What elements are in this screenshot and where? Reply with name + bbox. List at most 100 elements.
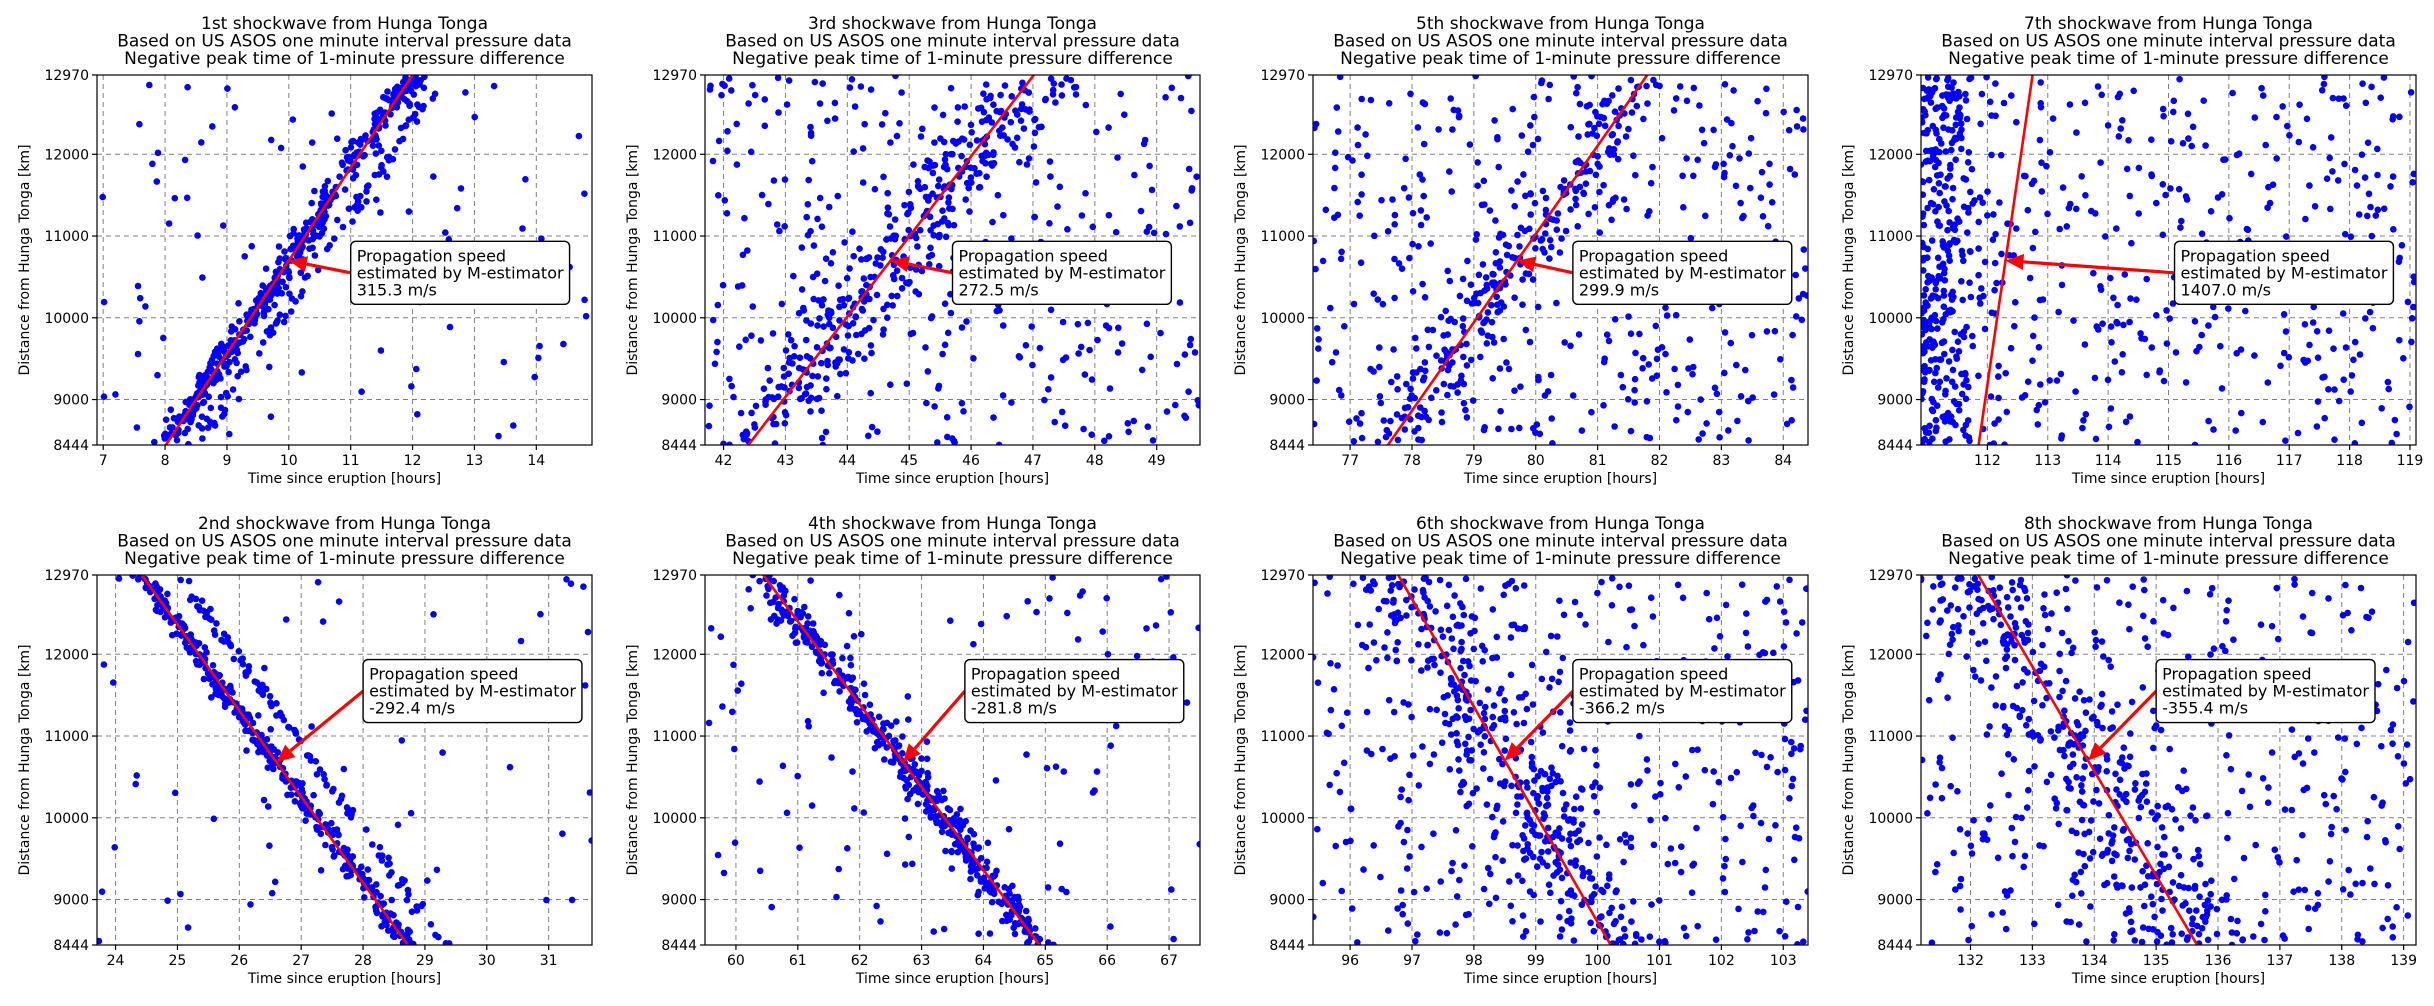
data-point	[2037, 79, 2044, 86]
data-point	[1766, 160, 1773, 168]
data-point	[1064, 609, 1071, 617]
data-point	[299, 288, 306, 295]
data-point	[1723, 116, 1731, 123]
data-point	[850, 633, 858, 640]
annotation-text: Propagation speed	[971, 665, 1120, 684]
data-point	[2310, 303, 2317, 311]
data-point	[363, 198, 370, 205]
data-point	[874, 254, 881, 261]
data-point	[879, 254, 886, 261]
data-point	[1950, 136, 1958, 144]
data-point	[1367, 96, 1375, 104]
data-point	[859, 145, 867, 152]
data-point	[2380, 75, 2388, 81]
data-point	[1631, 802, 1638, 809]
data-point	[861, 691, 869, 699]
data-point	[1328, 358, 1336, 366]
data-point	[1436, 576, 1444, 584]
data-point	[983, 858, 991, 866]
data-point	[976, 169, 983, 177]
data-point	[1924, 321, 1931, 329]
data-point	[1657, 779, 1664, 787]
data-point	[402, 122, 410, 129]
data-point	[1531, 777, 1538, 784]
data-point	[1528, 753, 1536, 761]
data-point	[1422, 367, 1429, 375]
data-point	[245, 663, 253, 670]
y-tick-label: 12970	[1260, 68, 1305, 84]
data-point	[2313, 328, 2321, 335]
data-point	[1168, 886, 1175, 893]
data-point	[736, 343, 743, 351]
data-point	[1983, 75, 1990, 81]
data-point	[1397, 614, 1404, 622]
data-point	[282, 254, 290, 262]
data-point	[951, 840, 959, 848]
data-point	[1594, 160, 1601, 168]
data-point	[859, 307, 867, 314]
data-point	[396, 137, 403, 145]
x-tick-label: 135	[2143, 953, 2170, 969]
data-point	[1480, 426, 1488, 434]
data-point	[1421, 407, 1428, 415]
y-tick-label: 9000	[661, 893, 697, 909]
data-point	[2111, 358, 2119, 365]
data-point	[941, 215, 948, 222]
data-point	[756, 778, 763, 785]
data-point	[1996, 584, 2004, 591]
data-point	[1472, 75, 1479, 80]
data-point	[1615, 85, 1622, 92]
data-point	[931, 403, 938, 410]
data-point	[1781, 766, 1789, 774]
data-point	[376, 843, 384, 851]
data-point	[1981, 258, 1989, 266]
data-point	[1433, 706, 1440, 714]
data-point	[1942, 438, 1949, 445]
data-point	[1082, 101, 1090, 109]
data-point	[1374, 296, 1382, 303]
data-point	[1397, 793, 1404, 801]
data-point	[828, 754, 835, 761]
data-point	[770, 420, 777, 428]
data-point	[2189, 915, 2196, 922]
data-point	[1959, 296, 1966, 304]
data-point	[1425, 416, 1432, 424]
data-point	[1463, 751, 1470, 758]
data-point	[1514, 872, 1522, 879]
data-point	[833, 893, 840, 901]
data-point	[1966, 437, 1973, 445]
data-point	[715, 192, 722, 199]
data-point	[1592, 779, 1599, 786]
data-point	[2377, 94, 2384, 101]
data-point	[967, 868, 975, 875]
data-point	[319, 618, 327, 625]
data-point	[915, 183, 922, 191]
data-point	[1729, 142, 1736, 150]
data-point	[1396, 583, 1403, 591]
data-point	[739, 251, 747, 259]
data-point	[1426, 603, 1434, 610]
data-point	[2408, 338, 2415, 346]
x-tick-label: 60	[727, 953, 745, 969]
data-point	[1512, 809, 1520, 817]
data-point	[1025, 89, 1033, 96]
data-point	[1411, 586, 1418, 593]
data-point	[184, 83, 191, 91]
data-point	[1625, 125, 1632, 133]
data-point	[1490, 722, 1498, 729]
data-point	[364, 866, 372, 873]
chart-title-line: Based on US ASOS one minute interval pre…	[725, 532, 1180, 552]
chart-title-line: Based on US ASOS one minute interval pre…	[725, 32, 1180, 52]
data-point	[1521, 625, 1528, 633]
data-point	[883, 850, 891, 858]
data-point	[2071, 695, 2079, 702]
data-point	[1932, 208, 1939, 215]
data-point	[132, 780, 139, 788]
data-point	[2348, 372, 2356, 379]
data-point	[1026, 108, 1033, 115]
data-point	[934, 220, 942, 228]
data-point	[1401, 426, 1409, 433]
data-point	[789, 632, 796, 639]
data-point	[1662, 939, 1669, 945]
data-point	[798, 244, 806, 251]
